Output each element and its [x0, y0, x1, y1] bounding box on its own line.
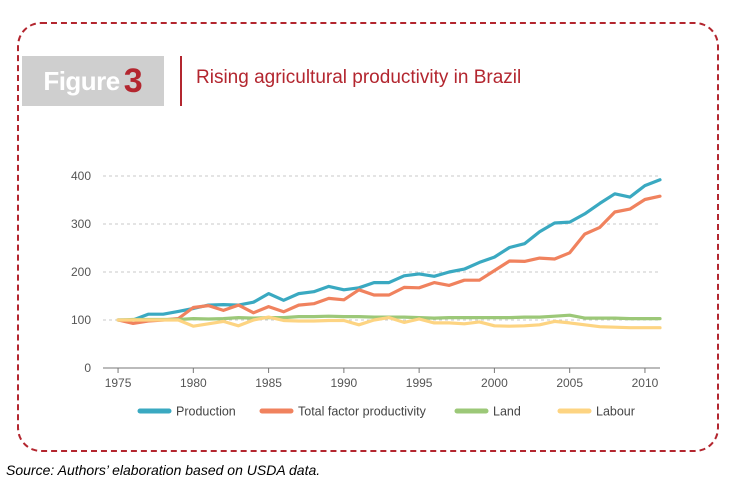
x-tick-label: 1990	[331, 376, 358, 390]
chart-grid	[103, 175, 660, 321]
x-tick-label: 1975	[105, 376, 132, 390]
legend-label: Production	[176, 405, 236, 419]
figure-label-number: 3	[123, 61, 143, 100]
chart-legend: Production Total factor productivity Land L…	[137, 405, 635, 419]
chart-series-lines	[116, 178, 662, 330]
legend-label: Labour	[596, 405, 635, 419]
figure-label-word: Figure	[43, 65, 120, 96]
y-tick-label: 400	[71, 169, 91, 183]
x-tick-label: 2005	[556, 376, 583, 390]
y-tick-label: 200	[71, 265, 91, 279]
x-tick-label: 2010	[632, 376, 659, 390]
series-line-3	[116, 315, 662, 330]
figure-badge: Figure 3	[22, 56, 164, 106]
y-tick-label: 100	[71, 313, 91, 327]
x-tick-label: 1980	[180, 376, 207, 390]
figure-frame	[17, 22, 719, 452]
chart-axes: 0 100 200 300 400 1975 1980 1985 1990 1995 2000 200…	[71, 169, 660, 390]
y-tick-label: 300	[71, 217, 91, 231]
legend-label: Land	[493, 405, 521, 419]
title-divider	[180, 56, 182, 106]
x-tick-label: 1985	[255, 376, 282, 390]
source-note: Source: Authors’ elaboration based on US…	[6, 462, 321, 478]
series-line-1	[116, 194, 662, 325]
figure-title: Rising agricultural productivity in Braz…	[196, 67, 522, 88]
series-line-0	[116, 178, 662, 322]
x-tick-label: 2000	[481, 376, 508, 390]
y-tick-label: 0	[84, 361, 91, 375]
legend-label: Total factor productivity	[298, 405, 427, 419]
x-tick-label: 1995	[406, 376, 433, 390]
